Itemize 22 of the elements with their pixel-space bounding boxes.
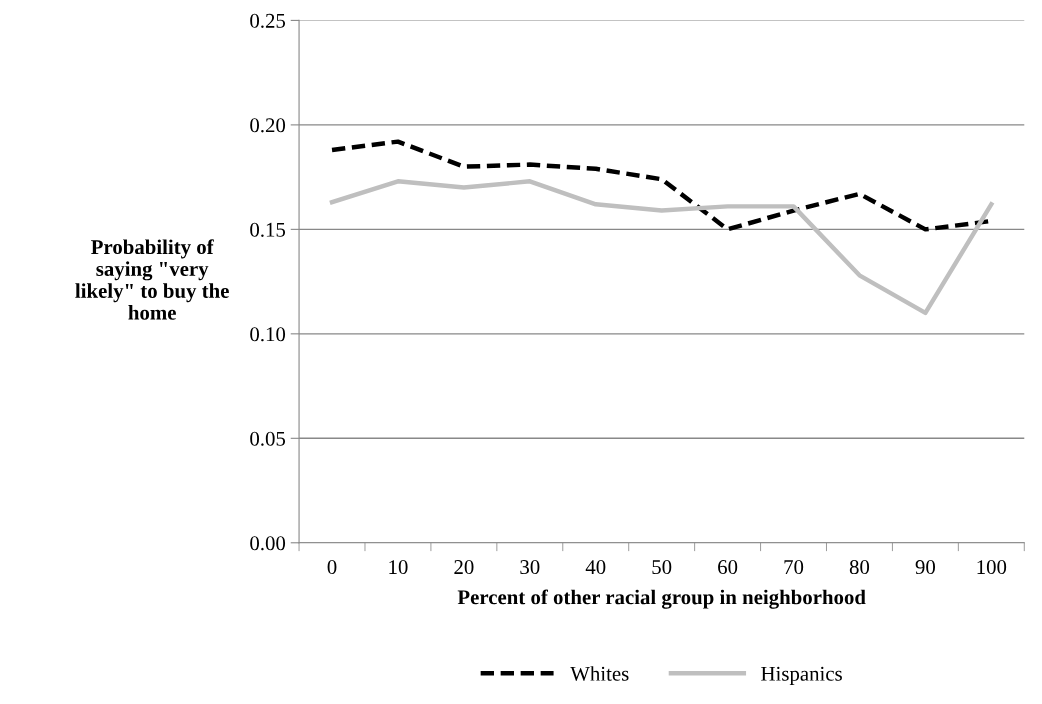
y-tick-label: 0.15 [250,222,286,237]
line-series [329,179,994,316]
x-tick-label: 60 [718,560,738,575]
y-tick-label: 0.25 [250,13,286,28]
x-tick-label: 50 [652,560,672,575]
y-tick-label: 0.05 [250,431,286,446]
x-tick-label: 90 [915,560,936,575]
x-tick-label: 20 [454,560,474,575]
x-tick-label: 70 [784,560,804,575]
x-tick-label: 0 [327,560,337,575]
legend-label: Whites [570,666,629,681]
y-tick-label: 0.10 [250,327,286,342]
y-axis-title: Probability of saying "very likely" to buy the home [75,239,229,320]
x-tick-label: 30 [520,560,540,575]
x-axis-title: Percent of other racial group in neighborhood [457,589,866,609]
x-tick-label: 100 [977,560,1007,575]
y-tick-label: 0.00 [250,536,286,551]
x-tick-label: 40 [585,560,606,575]
y-tick-label: 0.20 [250,118,286,133]
legend-label: Hispanics [761,666,842,686]
x-tick-label: 80 [849,560,870,575]
x-tick-label: 10 [389,560,408,575]
